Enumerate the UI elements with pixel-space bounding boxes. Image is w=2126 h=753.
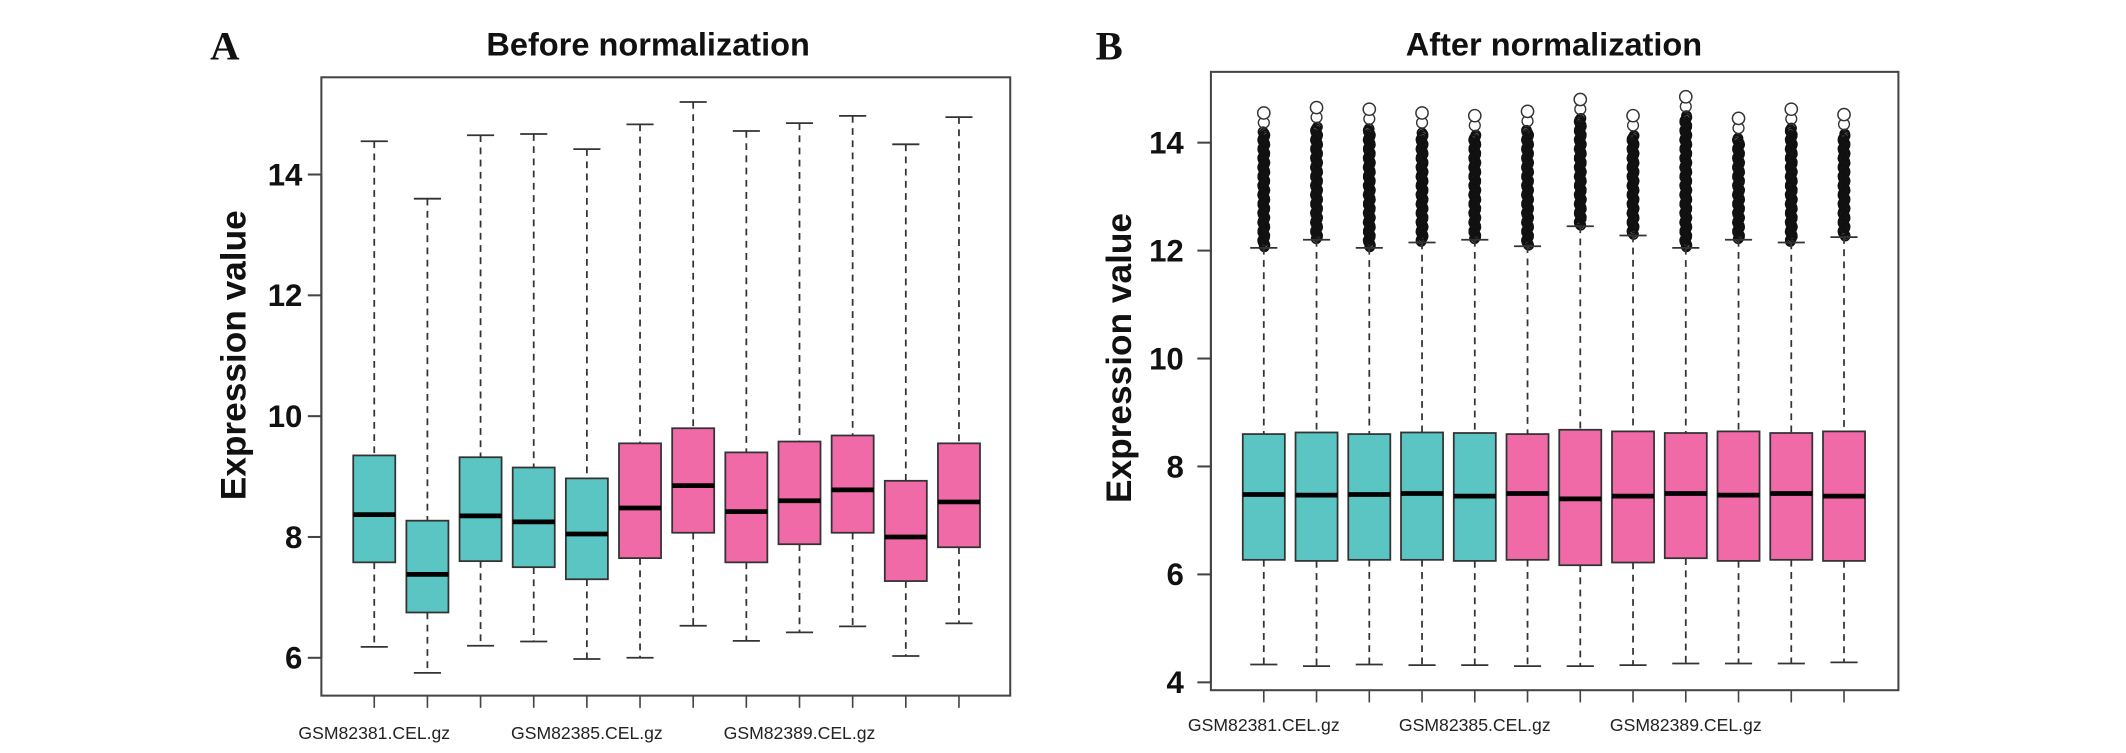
outlier-point-max	[1678, 89, 1693, 104]
boxplot-9	[777, 122, 822, 634]
y-axis-label: Expression value	[1100, 213, 1139, 503]
outlier-point-max	[1309, 100, 1324, 115]
x-tick-label: GSM82389.CEL.gz	[1610, 715, 1762, 735]
axes: 4 6 8 10 12 14 GSM82381.CEL.gz GSM82385.CEL.gz G…	[1149, 125, 1845, 735]
outlier-point	[1681, 110, 1692, 122]
box-iqr	[1347, 433, 1392, 561]
boxplots	[352, 101, 981, 674]
box-iqr	[564, 477, 609, 581]
box-iqr	[724, 451, 769, 564]
outlier-point-max	[1520, 104, 1535, 119]
boxplot-7	[671, 101, 716, 627]
box-iqr	[777, 440, 822, 546]
box-iqr	[352, 454, 397, 564]
box-iqr	[671, 427, 716, 534]
box-iqr	[1241, 433, 1286, 561]
boxplot-3	[458, 134, 503, 647]
figure-content: A Before normalization Expression value …	[210, 24, 1900, 743]
panel-a-before-normalization: A Before normalization Expression value …	[210, 24, 1012, 743]
boxplot-11	[1769, 102, 1814, 665]
boxplots	[1241, 89, 1866, 668]
outlier-point	[1784, 124, 1796, 136]
x-tick-label: GSM82381.CEL.gz	[298, 723, 450, 743]
outlier-point-max	[1731, 111, 1746, 126]
box-iqr	[1505, 433, 1550, 561]
panel-letter-b: B	[1096, 24, 1123, 69]
x-tick-label: GSM82381.CEL.gz	[1188, 715, 1340, 735]
boxplot-1	[352, 140, 397, 648]
boxplot-4	[511, 133, 556, 643]
y-tick-label: 14	[1149, 125, 1184, 160]
boxplot-7	[1558, 92, 1603, 668]
boxplot-8	[724, 130, 769, 642]
outlier-point	[1257, 126, 1269, 138]
chart-title: After normalization	[1406, 27, 1702, 63]
axes: 6 8 10 12 14 GSM82381.CEL.gz GSM82385.CEL.gz GS…	[268, 157, 960, 743]
boxplot-12	[937, 116, 981, 625]
box-iqr	[1400, 431, 1444, 561]
boxplot-2	[405, 197, 450, 674]
box-iqr	[458, 456, 503, 563]
y-tick-label: 6	[285, 641, 302, 676]
boxplot-6	[1505, 104, 1550, 668]
box-iqr	[830, 434, 875, 534]
y-tick-label: 14	[268, 157, 303, 192]
y-axis-label: Expression value	[214, 210, 253, 500]
box-iqr	[511, 466, 556, 569]
boxplot-10	[830, 115, 875, 628]
y-tick-label: 10	[1149, 341, 1184, 376]
box-iqr	[883, 479, 928, 582]
box-iqr	[618, 442, 662, 560]
boxplot-6	[618, 123, 662, 659]
y-tick-label: 6	[1166, 557, 1183, 592]
outlier-point	[1258, 128, 1270, 139]
outlier-point	[1786, 122, 1797, 134]
y-tick-label: 12	[1149, 233, 1184, 268]
outlier-point	[1310, 123, 1322, 135]
outlier-point-max	[1573, 92, 1588, 107]
outlier-point	[1521, 124, 1532, 136]
y-tick-label: 12	[268, 278, 303, 313]
boxplot-2	[1294, 100, 1339, 668]
y-tick-label: 8	[285, 520, 302, 555]
x-tick-label: GSM82385.CEL.gz	[511, 723, 663, 743]
outlier-point-max	[1784, 102, 1799, 117]
y-tick-label: 4	[1166, 665, 1184, 700]
outlier-point-max	[1362, 102, 1377, 117]
boxplot-8	[1611, 108, 1655, 666]
boxplot-11	[883, 143, 928, 657]
boxplot-1	[1241, 106, 1286, 666]
boxplot-3	[1347, 102, 1392, 666]
outlier-point-max	[1467, 108, 1482, 123]
boxplot-9	[1663, 89, 1708, 665]
box-iqr	[405, 519, 450, 614]
outlier-point	[1574, 114, 1586, 126]
outlier-point-max	[1837, 107, 1851, 122]
outlier-point-max	[1415, 106, 1429, 120]
box-iqr	[1769, 432, 1814, 561]
box-iqr	[937, 442, 981, 549]
outlier-point-max	[1626, 108, 1640, 123]
boxplot-5	[1452, 108, 1497, 666]
panel-letter-a: A	[210, 24, 240, 69]
y-tick-label: 10	[268, 399, 303, 434]
outlier-point-max	[1256, 106, 1271, 120]
panel-b-after-normalization: B After normalization Expression value 4…	[1096, 24, 1900, 735]
chart-title: Before normalization	[486, 27, 810, 63]
boxplot-10	[1716, 111, 1761, 665]
boxplot-5	[564, 148, 609, 660]
boxplot-4	[1400, 106, 1444, 666]
x-tick-label: GSM82389.CEL.gz	[724, 723, 876, 743]
boxplot-12	[1822, 107, 1866, 664]
x-tick-label: GSM82385.CEL.gz	[1399, 715, 1551, 735]
outlier-point	[1575, 112, 1587, 124]
y-tick-label: 8	[1166, 449, 1183, 484]
